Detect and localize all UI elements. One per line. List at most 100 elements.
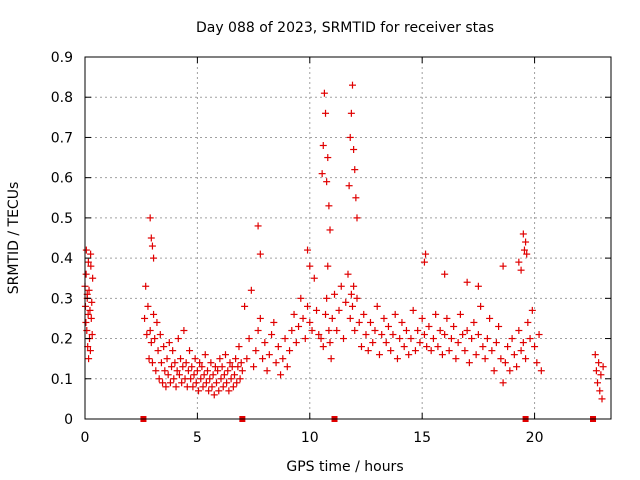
- data-point: [393, 355, 401, 363]
- data-point: [506, 367, 514, 375]
- data-point: [405, 351, 413, 359]
- data-point: [148, 242, 156, 250]
- data-point: [420, 258, 428, 266]
- data-point: [174, 335, 182, 343]
- data-point: [206, 375, 214, 383]
- data-point: [369, 339, 377, 347]
- data-point: [340, 335, 348, 343]
- data-point: [490, 367, 498, 375]
- data-point: [172, 383, 180, 391]
- data-point: [159, 379, 167, 387]
- data-point: [218, 363, 226, 371]
- data-point: [533, 359, 541, 367]
- data-point: [351, 166, 359, 174]
- data-point: [384, 322, 392, 330]
- data-point: [225, 387, 233, 395]
- data-point: [147, 339, 155, 347]
- data-point: [364, 347, 372, 355]
- data-point: [347, 109, 355, 117]
- data-point: [346, 133, 354, 141]
- data-point: [411, 347, 419, 355]
- data-point: [375, 351, 383, 359]
- data-point: [201, 351, 209, 359]
- data-point: [151, 335, 159, 343]
- data-point: [217, 375, 225, 383]
- data-point: [468, 335, 476, 343]
- data-point: [191, 355, 199, 363]
- data-point: [452, 355, 460, 363]
- data-point: [147, 234, 155, 242]
- data-point: [171, 359, 179, 367]
- data-point: [189, 383, 197, 391]
- data-point: [85, 286, 93, 294]
- data-point: [286, 347, 294, 355]
- data-point: [323, 178, 331, 186]
- data-point: [88, 331, 96, 339]
- data-point: [596, 387, 604, 395]
- data-point: [382, 339, 390, 347]
- data-point: [256, 250, 264, 258]
- data-point: [180, 327, 188, 335]
- data-point: [245, 335, 253, 343]
- y-tick-label: 0.9: [51, 50, 73, 66]
- axis-ticks: [84, 56, 611, 420]
- y-tick-label: 0.8: [51, 90, 73, 106]
- data-point: [325, 202, 333, 210]
- data-point: [348, 302, 356, 310]
- data-point: [396, 335, 404, 343]
- data-point: [192, 379, 200, 387]
- data-point: [281, 335, 289, 343]
- data-point: [214, 367, 222, 375]
- data-point: [292, 339, 300, 347]
- data-point: [427, 347, 435, 355]
- data-point: [322, 109, 330, 117]
- data-point: [208, 383, 216, 391]
- data-point: [204, 367, 212, 375]
- data-point: [308, 327, 316, 335]
- data-point: [148, 359, 156, 367]
- data-point: [432, 310, 440, 318]
- data-point: [175, 371, 183, 379]
- data-point: [215, 387, 223, 395]
- data-point: [143, 331, 151, 339]
- x-axis-label: GPS time / hours: [286, 459, 403, 475]
- data-point: [337, 282, 345, 290]
- data-point: [241, 302, 249, 310]
- data-point: [436, 327, 444, 335]
- data-point: [456, 310, 464, 318]
- data-point: [389, 331, 397, 339]
- data-points: [81, 81, 607, 403]
- data-point: [522, 355, 530, 363]
- data-point: [420, 331, 428, 339]
- data-point: [526, 335, 534, 343]
- data-point: [324, 262, 332, 270]
- data-point: [519, 230, 527, 238]
- data-point: [483, 335, 491, 343]
- data-point: [345, 182, 353, 190]
- data-point: [85, 355, 93, 363]
- data-point: [87, 250, 95, 258]
- data-point: [190, 371, 198, 379]
- y-tick-label: 0.3: [51, 291, 73, 307]
- data-point: [380, 314, 388, 322]
- data-point: [210, 391, 218, 399]
- data-point: [481, 355, 489, 363]
- data-point: [233, 379, 241, 387]
- data-point: [327, 355, 335, 363]
- data-point: [223, 379, 231, 387]
- data-point: [517, 347, 525, 355]
- y-tick-label: 0.4: [51, 251, 73, 267]
- data-point: [144, 302, 152, 310]
- data-point: [497, 355, 505, 363]
- data-point: [315, 331, 323, 339]
- data-point: [510, 351, 518, 359]
- data-point: [290, 310, 298, 318]
- data-point: [229, 383, 237, 391]
- data-point: [238, 367, 246, 375]
- data-point: [209, 371, 217, 379]
- data-point: [155, 375, 163, 383]
- data-point: [297, 294, 305, 302]
- data-point: [347, 290, 355, 298]
- data-point: [445, 347, 453, 355]
